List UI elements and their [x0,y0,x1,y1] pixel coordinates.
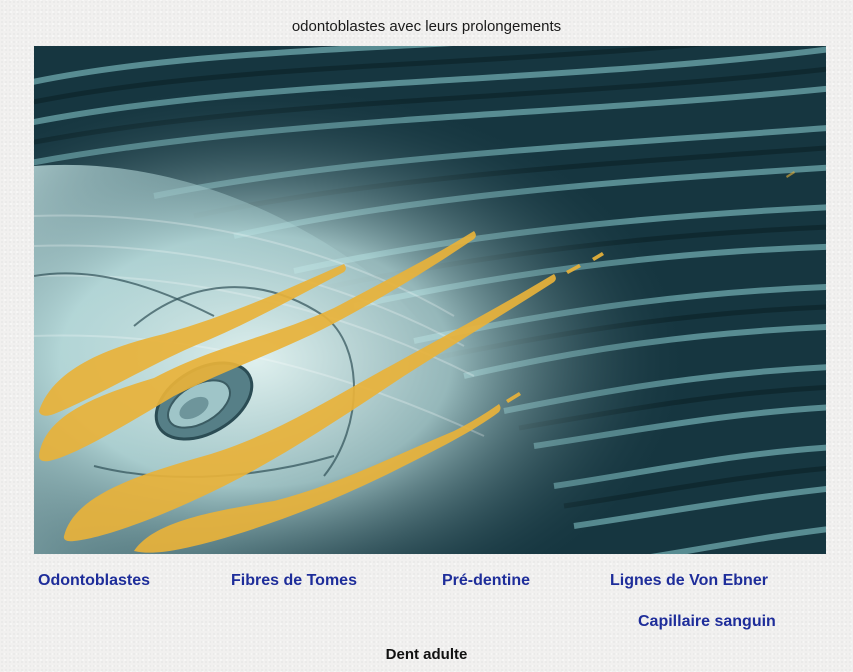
figure-caption-top: odontoblastes avec leurs prolongements [291,18,562,35]
label-pre-dentine: Pré-dentine [442,572,531,589]
label-lignes-von-ebner: Lignes de Von Ebner [610,572,768,589]
odontoblast-overlay [39,171,795,553]
histology-micrograph [34,46,826,554]
figure-caption-bottom: Dent adulte [385,646,468,663]
label-fibres-de-tomes: Fibres de Tomes [231,572,357,589]
label-odontoblastes: Odontoblastes [38,572,151,589]
label-capillaire-sanguin: Capillaire sanguin [638,613,776,630]
